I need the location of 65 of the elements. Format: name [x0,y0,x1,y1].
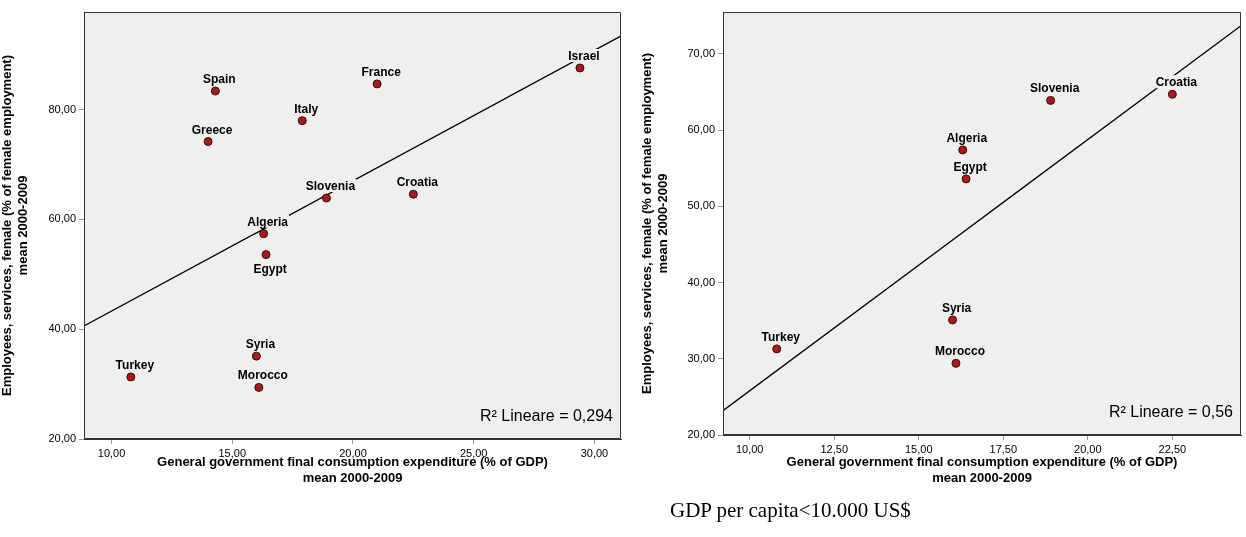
x-tick-label: 12,50 [820,442,849,455]
point [1167,89,1177,99]
y-tick-label: 70,00 [687,46,715,59]
annotation: Morocco [934,344,985,359]
y-tick-label: 50,00 [687,199,715,212]
x-tick-label: 25,00 [459,446,488,459]
annotation: Croatia [1155,75,1198,90]
annotation: Algeria [247,214,289,229]
annotation: Egypt [253,261,287,276]
y-axis-title: Employees, services, female (% of female employment) mean 2000-2009 [0,54,30,397]
point [575,63,585,73]
y-axis-title: Employees, services, female (% of female employment) mean 2000-2009 [639,52,670,395]
x-tick-label: 15,00 [905,442,933,455]
annotation: Greece [191,122,233,137]
annotation: Italy [294,101,319,116]
y-tick-label: 20,00 [687,428,715,441]
point [251,351,261,361]
annotation: Croatia [396,175,439,190]
point [321,193,331,203]
y-tick-label: 60,00 [687,123,715,136]
point [261,250,271,260]
x-tick-label: 22,50 [1158,442,1187,455]
point [772,344,782,354]
annotation: Israel [568,48,600,63]
annotation: Syria [941,300,972,315]
y-tick-label: 40,00 [687,275,715,288]
point [297,116,307,126]
x-tick-label: 30,00 [580,446,609,459]
annotation: R² Lineare = 0,56 [1108,403,1234,420]
annotation: Turkey [761,329,801,344]
annotation: R² Lineare = 0,294 [480,407,614,424]
annotation: Algeria [946,130,988,145]
point [958,145,968,155]
annotation: Egypt [953,159,987,174]
annotation: Turkey [115,357,155,372]
text: GDP per capita<10.000 US$ [670,498,912,523]
annotation: France [361,64,402,79]
point [259,229,269,239]
x-tick-label: 17,50 [989,442,1018,455]
point [254,382,264,392]
x-tick-label: 10,00 [97,446,126,459]
point [961,174,971,184]
point [951,358,961,368]
point [948,315,958,325]
annotation: Syria [245,337,276,352]
annotation: Morocco [237,368,288,383]
annotation: Slovenia [1029,81,1080,96]
y-tick-label: 20,00 [48,432,76,445]
point [210,86,220,96]
y-tick-label: 80,00 [48,102,76,115]
point [1046,95,1056,105]
x-axis-title: General government final consumption expenditure (% of GDP) mean 2000-2009 [786,454,1178,485]
y-tick-label: 40,00 [48,322,76,335]
annotation: Spain [203,72,236,87]
x-tick-label: 20,00 [339,446,367,459]
x-tick-label: 10,00 [735,442,764,455]
annotation: Slovenia [305,179,356,194]
point [203,137,213,147]
point [408,189,418,199]
x-tick-label: 15,00 [218,446,247,459]
point [126,372,136,382]
y-tick-label: 60,00 [48,212,76,225]
point [372,79,382,89]
y-tick-label: 30,00 [687,351,715,364]
x-tick-label: 20,00 [1074,442,1102,455]
